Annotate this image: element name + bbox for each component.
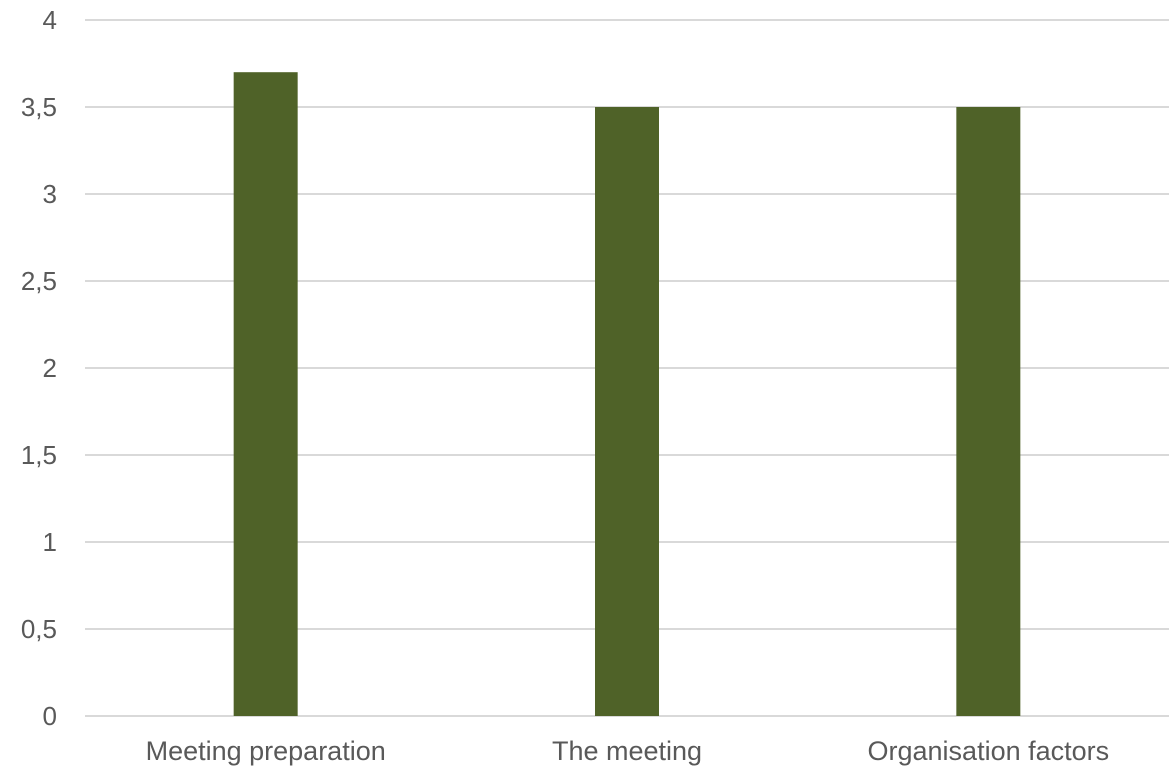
x-category-label: Meeting preparation — [146, 736, 386, 766]
y-tick-label: 4 — [43, 5, 57, 35]
bar — [956, 107, 1021, 716]
y-tick-label: 2,5 — [21, 266, 57, 296]
bars — [233, 72, 1021, 716]
y-tick-label: 2 — [43, 353, 57, 383]
y-tick-label: 3,5 — [21, 92, 57, 122]
bar — [595, 107, 659, 716]
y-tick-label: 3 — [43, 179, 57, 209]
bar — [233, 72, 298, 716]
y-axis-tick-labels: 0 0,5 1 1,5 2 2,5 3 3,5 4 — [21, 5, 57, 731]
x-category-label: Organisation factors — [868, 736, 1110, 766]
y-tick-label: 0 — [43, 701, 57, 731]
y-tick-label: 1 — [43, 527, 57, 557]
x-category-label: The meeting — [552, 736, 702, 766]
y-tick-label: 1,5 — [21, 440, 57, 470]
y-tick-label: 0,5 — [21, 614, 57, 644]
x-axis-category-labels: Meeting preparation The meeting Organisati… — [146, 736, 1110, 766]
